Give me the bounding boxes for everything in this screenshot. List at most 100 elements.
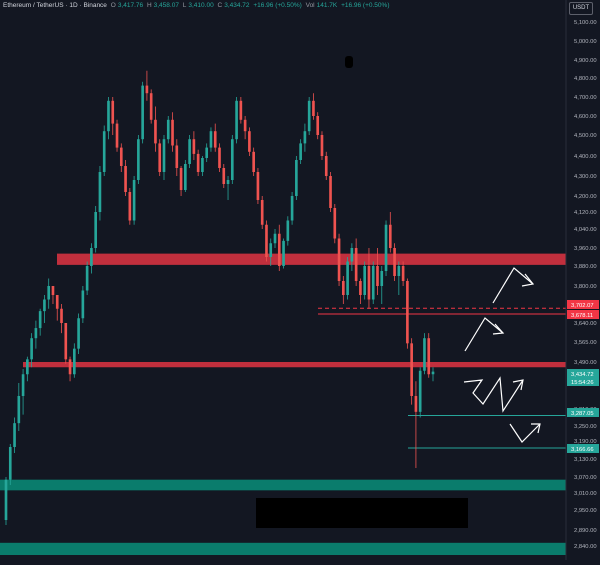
candle[interactable] [4,477,8,525]
candle[interactable] [213,123,217,152]
candle[interactable] [265,220,268,262]
candle[interactable] [55,295,59,321]
candle[interactable] [94,206,97,253]
candle[interactable] [290,192,294,225]
candle[interactable] [30,333,33,368]
candle[interactable] [371,261,375,305]
candle[interactable] [388,212,392,253]
candle[interactable] [243,116,247,140]
candle[interactable] [316,112,320,140]
candle[interactable] [329,172,332,212]
candle[interactable] [132,176,136,225]
candle[interactable] [201,156,204,176]
candle[interactable] [312,93,315,120]
candle[interactable] [218,143,221,172]
candle[interactable] [299,139,302,164]
candle[interactable] [166,116,170,144]
candle[interactable] [90,243,93,274]
candle[interactable] [171,112,174,152]
candle[interactable] [320,131,324,160]
candle[interactable] [107,97,110,140]
candle[interactable] [77,313,80,355]
price-tag[interactable]: 3,434.72 [567,369,599,378]
candle[interactable] [256,168,260,204]
candle[interactable] [205,143,209,162]
price-axis[interactable] [566,0,600,560]
candle[interactable] [47,278,51,309]
candle[interactable] [179,166,183,196]
candle[interactable] [21,369,25,415]
candle[interactable] [337,233,341,286]
projection-arrow[interactable] [492,267,534,304]
candle[interactable] [346,257,349,300]
zone-support-upper[interactable] [0,479,567,491]
zone-resistance-upper[interactable] [57,253,567,265]
candle[interactable] [393,243,396,281]
candle[interactable] [324,151,328,180]
candle[interactable] [423,333,426,375]
candle[interactable] [307,97,311,135]
candle[interactable] [209,127,213,152]
candle[interactable] [342,276,345,304]
candle[interactable] [102,125,106,177]
candle[interactable] [248,127,251,156]
zone-support-lower[interactable] [0,542,567,555]
candle[interactable] [175,139,179,176]
candle[interactable] [192,131,196,160]
candle[interactable] [38,308,42,336]
candle[interactable] [427,333,431,378]
candle[interactable] [226,176,230,200]
price-tag[interactable]: 15:54:26 [567,377,599,386]
candle[interactable] [380,266,384,304]
candle[interactable] [401,261,405,287]
candle[interactable] [85,261,89,296]
projection-arrow[interactable] [463,376,524,413]
candle[interactable] [235,97,238,144]
candle[interactable] [13,417,16,454]
candle[interactable] [196,149,200,176]
candle[interactable] [119,143,123,172]
candle[interactable] [51,286,55,304]
projection-arrow[interactable] [464,317,504,352]
candle[interactable] [17,383,21,431]
candle[interactable] [8,444,12,485]
candle[interactable] [363,261,367,300]
candle[interactable] [252,147,255,176]
candle[interactable] [367,248,371,309]
candle[interactable] [124,160,127,196]
candle[interactable] [154,106,157,152]
candle[interactable] [111,97,115,135]
candle[interactable] [333,204,337,244]
candle[interactable] [145,70,149,101]
candle[interactable] [282,238,285,269]
candle[interactable] [184,160,187,192]
candle[interactable] [260,196,264,229]
zone-resistance-lower[interactable] [23,362,567,368]
projection-arrow[interactable] [509,423,541,443]
price-tag[interactable]: 3,702.07 [567,300,599,309]
candle[interactable] [158,139,162,176]
candle[interactable] [414,381,418,468]
candle[interactable] [128,188,132,225]
candle[interactable] [72,343,76,378]
candle[interactable] [350,243,354,271]
price-tag[interactable]: 3,678.11 [567,310,599,319]
currency-button[interactable]: USDT [569,2,593,15]
candle[interactable] [269,238,273,267]
candle[interactable] [43,295,46,323]
candle[interactable] [149,89,153,124]
candle[interactable] [162,135,166,180]
candle[interactable] [68,356,72,382]
candle[interactable] [230,135,234,184]
candle[interactable] [410,338,413,405]
price-tag[interactable]: 3,166.66 [567,444,599,453]
candle[interactable] [354,238,358,287]
candle[interactable] [418,367,422,418]
symbol-name[interactable]: Ethereum / TetherUS · 1D · Binance [3,2,107,9]
candle[interactable] [115,119,119,152]
candle[interactable] [384,220,388,277]
candle[interactable] [34,320,38,349]
candle[interactable] [376,248,379,295]
